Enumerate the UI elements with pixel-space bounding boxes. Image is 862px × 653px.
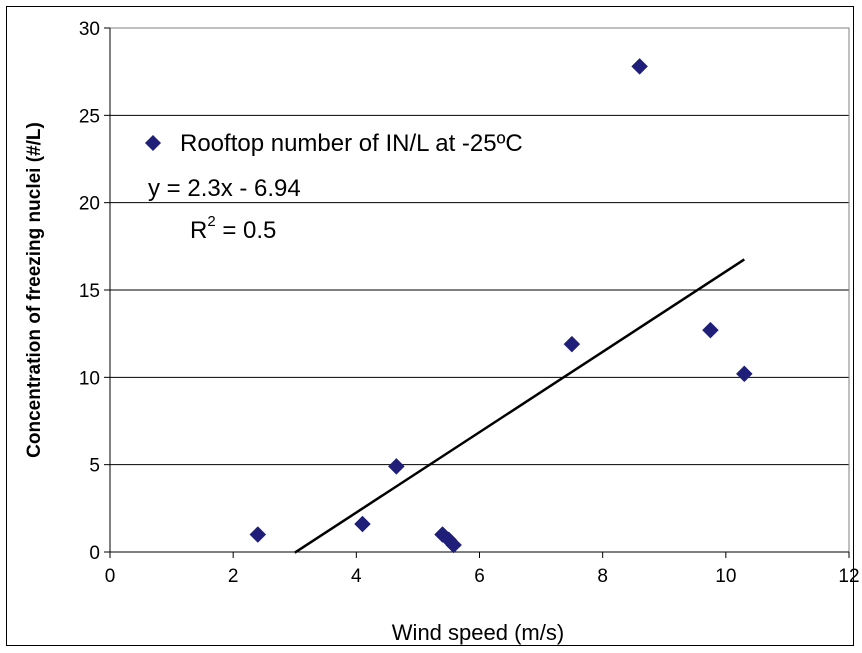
data-point — [563, 335, 581, 353]
y-tick-label: 0 — [89, 543, 100, 564]
data-point — [631, 58, 648, 75]
y-tick-label: 15 — [79, 281, 100, 302]
y-axis-title: Concentration of freezing nuclei (#/L) — [24, 122, 45, 458]
trendline — [294, 258, 745, 554]
y-tick-labels: 0 5 10 15 20 25 30 — [79, 19, 100, 564]
y-tick-label: 10 — [79, 368, 100, 389]
x-tick-label: 0 — [105, 566, 116, 587]
x-tick-label: 10 — [715, 566, 736, 587]
data-point — [702, 321, 719, 339]
y-tick-label: 30 — [79, 19, 100, 40]
axes — [104, 27, 850, 558]
data-point — [388, 458, 405, 475]
y-tick-label: 25 — [79, 106, 100, 127]
data-point — [249, 526, 267, 543]
r-squared-label: R2 = 0.5 — [190, 213, 276, 244]
x-tick-label: 6 — [474, 566, 485, 587]
r-squared-superscript: 2 — [207, 213, 215, 230]
y-tick-label: 5 — [89, 456, 100, 477]
trendline-group — [294, 258, 745, 554]
r-squared-r: R — [190, 217, 207, 244]
r-squared-value: = 0.5 — [216, 217, 277, 244]
x-tick-label: 12 — [838, 566, 859, 587]
data-point — [445, 536, 462, 554]
gridlines — [110, 27, 849, 466]
legend-marker-diamond — [145, 135, 161, 151]
trendline-equation: y = 2.3x - 6.94 — [148, 175, 301, 202]
legend: Rooftop number of IN/L at -25ºC y = 2.3x… — [145, 130, 523, 244]
legend-label: Rooftop number of IN/L at -25ºC — [180, 130, 523, 157]
x-tick-label: 8 — [597, 566, 608, 587]
data-points — [249, 58, 753, 554]
y-tick-label: 20 — [79, 194, 100, 215]
data-point — [354, 515, 371, 533]
x-tick-label: 4 — [351, 566, 362, 587]
x-axis-title: Wind speed (m/s) — [392, 620, 564, 645]
x-tick-label: 2 — [228, 566, 239, 587]
x-tick-labels: 0 2 4 6 8 10 12 — [105, 566, 860, 587]
data-point — [735, 365, 753, 383]
